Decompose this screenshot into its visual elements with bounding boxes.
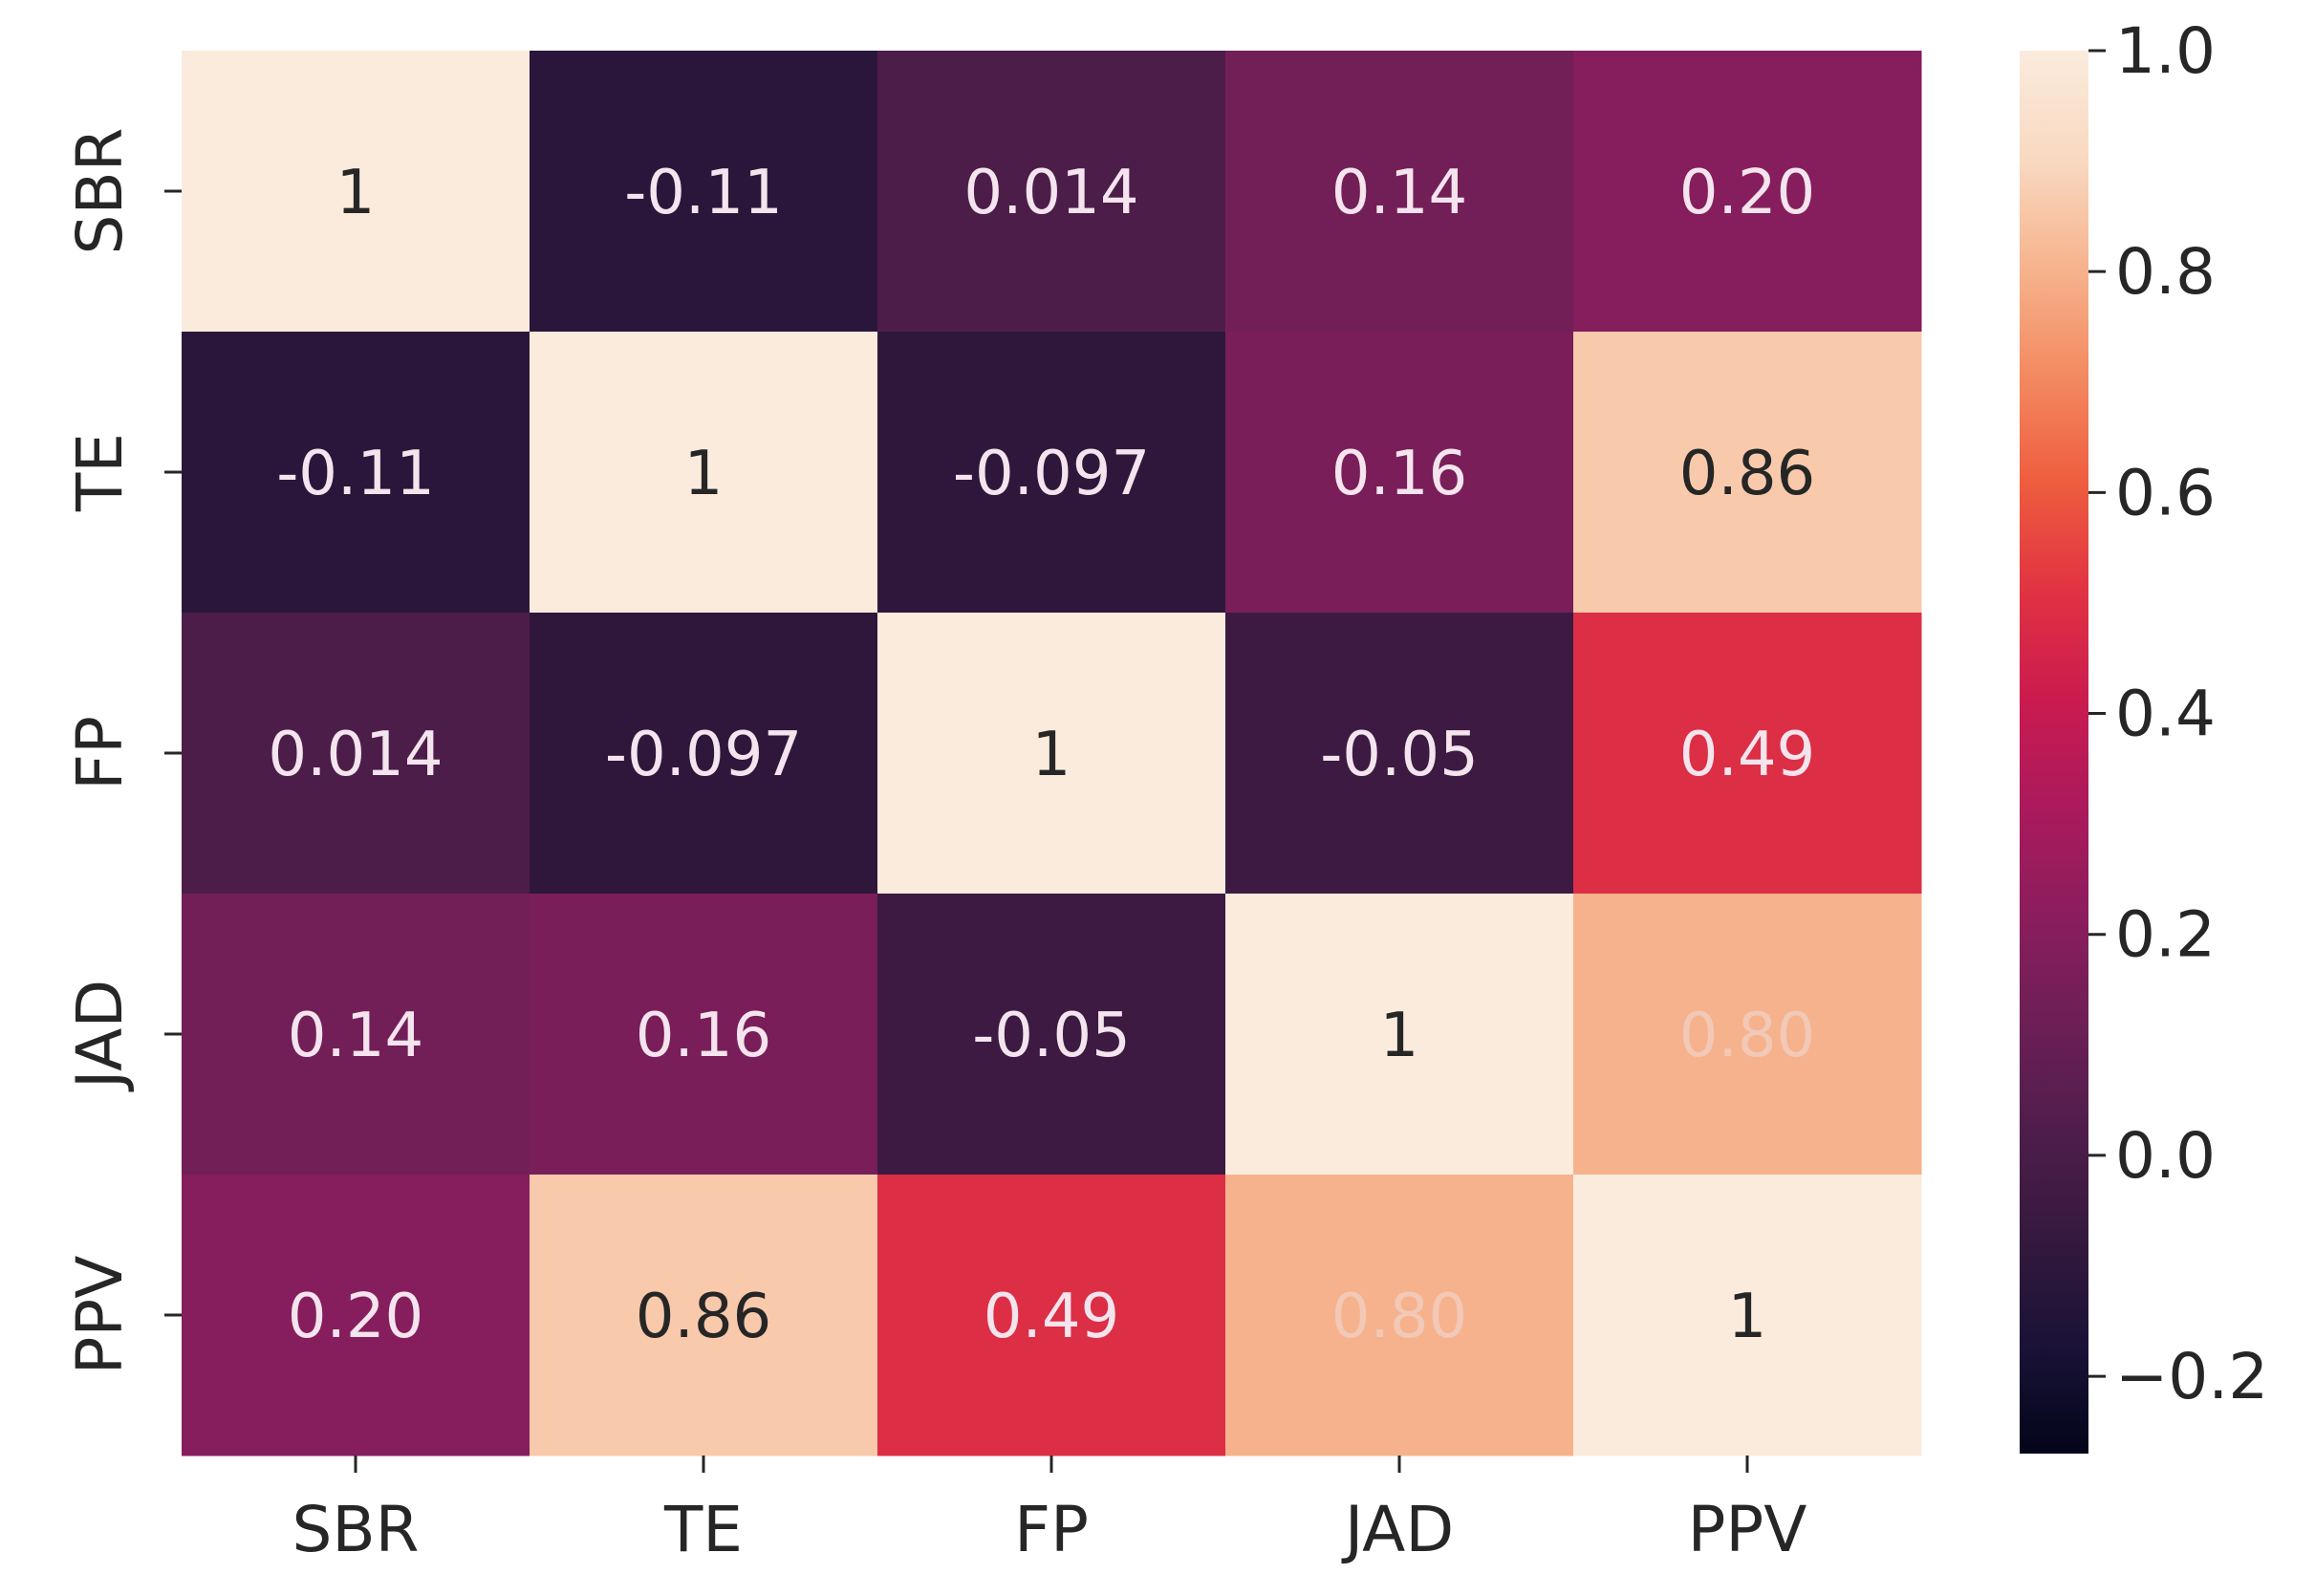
cell-annotation: 0.86 [636,1282,772,1352]
y-tick-label: FP [63,716,137,790]
cell-annotation: -0.097 [605,720,802,790]
heatmap-cell-ppv-fp [877,1175,1226,1456]
y-tick-label: TE [63,433,137,512]
cell-annotation: 0.16 [1331,439,1468,509]
heatmap-cell-jad-sbr [182,894,530,1175]
heatmap-cell-fp-jad [1225,613,1574,895]
heatmap-cell-sbr-jad [1225,51,1574,333]
heatmap-cell-ppv-sbr [182,1175,530,1456]
heatmap-cell-te-ppv [1573,332,1922,614]
cell-annotation: 0.14 [1331,158,1468,228]
x-tick-label: JAD [1341,1493,1454,1566]
heatmap-cell-ppv-ppv [1573,1175,1922,1456]
y-tick-label: PPV [63,1256,137,1375]
colorbar-gradient [2020,51,2088,1454]
y-tick-label: JAD [63,980,137,1092]
cell-annotation: -0.11 [624,158,783,228]
cell-annotation: -0.097 [953,439,1150,509]
colorbar-tick-label: 1.0 [2115,14,2216,88]
colorbar-tick-label: 0.2 [2115,898,2216,972]
heatmap-cell-jad-jad [1225,894,1574,1175]
cell-annotation: 1 [684,439,724,509]
x-tick-label: TE [663,1493,743,1566]
heatmap-cell-ppv-jad [1225,1175,1574,1456]
cell-annotation: 0.014 [268,720,443,790]
x-tick-label: PPV [1688,1493,1807,1566]
cell-annotation: 1 [1728,1282,1767,1352]
cell-annotation: 0.80 [1679,1001,1816,1071]
colorbar-tick-label: 0.8 [2115,235,2216,309]
heatmap-cell-fp-ppv [1573,613,1922,895]
heatmap-cell-fp-te [530,613,878,895]
x-axis: SBR TE FP JAD PPV [292,1456,1807,1566]
heatmap-cell-te-jad [1225,332,1574,614]
colorbar-tick-label: 0.6 [2115,456,2216,529]
heatmap-cell-ppv-te [530,1175,878,1456]
cell-annotation: 0.014 [963,158,1138,228]
heatmap-cell-te-sbr [182,332,530,614]
cell-annotation: 0.14 [288,1001,424,1071]
heatmap-cell-jad-ppv [1573,894,1922,1175]
cell-annotation: 0.80 [1331,1282,1468,1352]
heatmap-cell-te-te [530,332,878,614]
heatmap-cell-fp-fp [877,613,1226,895]
heatmap-annotations: 1 -0.11 0.014 0.14 0.20 -0.11 1 -0.097 0.16 0.86 0… [268,158,1815,1352]
cell-annotation: 0.49 [984,1282,1120,1352]
colorbar-tick-label: 0.0 [2115,1119,2216,1193]
heatmap-cell-sbr-sbr [182,51,530,333]
cell-annotation: 1 [1032,720,1071,790]
cell-annotation: -0.05 [1320,720,1479,790]
heatmap-cells [182,51,1922,1456]
x-tick-label: FP [1014,1493,1089,1566]
heatmap-cell-sbr-fp [877,51,1226,333]
y-tick-label: SBR [63,127,137,254]
heatmap-cell-fp-sbr [182,613,530,895]
heatmap-cell-te-fp [877,332,1226,614]
colorbar: 1.0 0.8 0.6 0.4 0.2 0.0 −0.2 [2020,14,2268,1454]
heatmap-cell-jad-te [530,894,878,1175]
cell-annotation: 0.86 [1679,439,1816,509]
y-axis: SBR TE FP JAD PPV [63,127,182,1374]
cell-annotation: -0.11 [276,439,435,509]
cell-annotation: 0.16 [636,1001,772,1071]
cell-annotation: -0.05 [972,1001,1131,1071]
cell-annotation: 0.20 [288,1282,424,1352]
cell-annotation: 0.49 [1679,720,1816,790]
cell-annotation: 1 [336,158,376,228]
colorbar-tick-label: 0.4 [2115,678,2216,751]
heatmap-cell-sbr-te [530,51,878,333]
x-tick-label: SBR [292,1493,419,1566]
heatmap-cell-sbr-ppv [1573,51,1922,333]
cell-annotation: 1 [1380,1001,1419,1071]
colorbar-tick-label: −0.2 [2115,1340,2268,1413]
cell-annotation: 0.20 [1679,158,1816,228]
heatmap-cell-jad-fp [877,894,1226,1175]
